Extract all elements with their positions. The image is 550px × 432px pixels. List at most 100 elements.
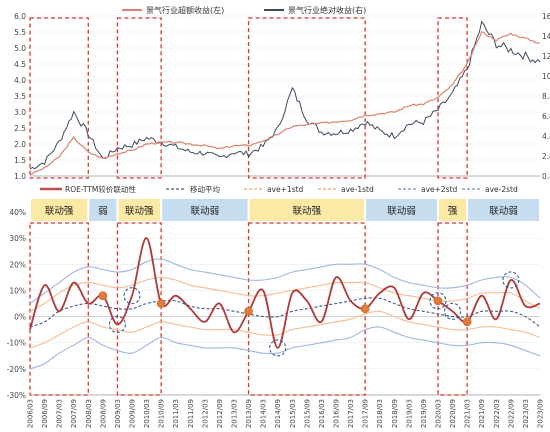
bottom-x-tick-label: 2016/09 (333, 399, 341, 428)
legend-label-excess: 景气行业超额收益(左) (146, 5, 224, 15)
bottom-y-tick-label: 30% (9, 234, 26, 243)
top-right-tick-label: 14.8 (542, 32, 550, 41)
top-right-tick-label: 2.8 (542, 152, 550, 161)
regime-band (366, 199, 437, 221)
top-legend: 景气行业超额收益(左) 景气行业绝对收益(右) (122, 5, 366, 15)
bottom-x-tick-label: 2021/03 (464, 399, 472, 428)
bottom-x-tick-label: 2007/09 (70, 399, 78, 428)
bottom-x-tick-label: 2013/09 (245, 399, 253, 428)
circled-extreme-point (429, 292, 447, 310)
legend-label-roe: ROE-TTM较价联动性 (65, 184, 136, 194)
regime-band (439, 199, 467, 221)
regime-label: 联动强 (125, 206, 154, 217)
regime-label: 联动强 (45, 206, 74, 217)
bottom-x-tick-label: 2014/09 (274, 399, 282, 428)
top-right-tick-label: 6.8 (542, 112, 550, 121)
bottom-highlight-box (29, 222, 89, 396)
bottom-x-tick-label: 2009/09 (129, 399, 137, 428)
bottom-x-tick-label: 2020/09 (449, 399, 457, 428)
top-highlight-box (247, 17, 366, 179)
top-left-tick-label: 2.0 (14, 140, 26, 149)
regime-band (31, 199, 88, 221)
bottom-x-tick-label: 2023/09 (537, 399, 545, 428)
bottom-x-tick-label: 2012/03 (201, 399, 209, 428)
bottom-x-tick-label: 2013/03 (231, 399, 239, 428)
top-left-tick-label: 5.0 (14, 44, 26, 53)
series-roe-ttm (29, 237, 541, 349)
bottom-highlight-box (116, 222, 162, 396)
bottom-chart: 联动强 弱 联动强 联动弱 联动强 联动弱 强 联动弱 40% 30% 20% 10% 0% -10% -… (7, 199, 545, 428)
series-ave-minus-2std (29, 326, 541, 370)
bottom-x-tick-label: 2011/09 (187, 399, 195, 428)
bottom-x-tick-label: 2016/03 (318, 399, 326, 428)
regime-band (162, 199, 248, 221)
bottom-x-tick-label: 2020/03 (435, 399, 443, 428)
top-left-tick-label: 6.0 (14, 12, 26, 21)
circled-extreme-point (108, 315, 126, 333)
bottom-markers (98, 271, 520, 357)
turning-point-marker (433, 296, 443, 306)
top-left-tick-label: 2.5 (14, 124, 26, 133)
regime-band (89, 199, 117, 221)
bottom-x-tick-label: 2011/03 (172, 399, 180, 428)
bottom-x-tick-label: 2006/03 (27, 399, 35, 428)
top-grid (30, 15, 540, 177)
regime-band (118, 199, 161, 221)
bottom-x-tick-label: 2017/03 (347, 399, 355, 428)
bottom-highlight-box (437, 222, 468, 396)
top-left-tick-label: 3.0 (14, 108, 26, 117)
series-absolute-return (29, 20, 541, 170)
bottom-x-tick-label: 2015/09 (303, 399, 311, 428)
circled-extreme-point (444, 302, 462, 320)
bottom-y-tick-label: 0% (14, 313, 26, 322)
bottom-x-tick-label: 2007/03 (56, 399, 64, 428)
bottom-x-tick-label: 2008/09 (99, 399, 107, 428)
top-left-tick-label: 4.0 (14, 76, 26, 85)
turning-point-marker (156, 299, 166, 308)
top-left-tick-label: 3.5 (14, 92, 26, 101)
bottom-y-tick-label: 10% (9, 286, 26, 295)
bottom-x-tick-label: 2009/03 (114, 399, 122, 428)
bottom-y-tick-label: -30% (7, 391, 26, 400)
bottom-x-tick-label: 2018/03 (376, 399, 384, 428)
legend-label-minus1: ave-1std (341, 185, 374, 194)
legend-label-absolute: 景气行业绝对收益(右) (288, 5, 366, 15)
bottom-x-tick-label: 2014/03 (260, 399, 268, 428)
series-excess-return (29, 31, 541, 176)
top-left-tick-label: 1.0 (14, 172, 26, 181)
regime-band (468, 199, 539, 221)
legend-label-plus1: ave+1std (267, 185, 304, 194)
top-right-tick-label: 4.8 (542, 132, 550, 141)
circled-extreme-point (502, 271, 520, 289)
bottom-x-tick-label: 2010/09 (158, 399, 166, 428)
bottom-x-tick-label: 2006/09 (41, 399, 49, 428)
bottom-x-tick-label: 2019/09 (420, 399, 428, 428)
legend-label-minus2: ave-2std (485, 185, 518, 194)
series-ave-minus-1std (29, 310, 541, 349)
regime-label: 联动弱 (387, 206, 416, 217)
bottom-lines (29, 237, 541, 370)
top-left-tick-label: 5.5 (14, 28, 26, 37)
top-highlight-box (116, 17, 162, 179)
top-lines (29, 20, 541, 176)
legend-label-plus2: ave+2std (421, 185, 458, 194)
top-left-tick-label: 1.5 (14, 156, 26, 165)
top-chart: 1.0 1.5 2.0 2.5 3.0 3.5 4.0 4.5 5.0 5.5 6.0 0.8 2.8 4… (14, 5, 550, 181)
regime-bands: 联动强 弱 联动强 联动弱 联动强 联动弱 强 联动弱 (31, 199, 539, 221)
top-highlight-box (437, 17, 468, 179)
bottom-x-tick-label: 2008/03 (85, 399, 93, 428)
top-right-tick-label: 0.8 (542, 172, 550, 181)
regime-band (249, 199, 365, 221)
turning-point-marker (360, 304, 370, 314)
top-right-tick-label: 10.8 (542, 72, 550, 81)
bottom-x-tick-label: 2019/03 (405, 399, 413, 428)
bottom-x-tick-label: 2017/09 (362, 399, 370, 428)
bottom-y-tick-label: -20% (7, 365, 26, 374)
bottom-x-tick-label: 2012/09 (216, 399, 224, 428)
bottom-x-tick-label: 2018/09 (391, 399, 399, 428)
top-left-tick-label: 4.5 (14, 60, 26, 69)
top-highlight-box (29, 17, 89, 179)
top-right-tick-label: 8.8 (542, 92, 550, 101)
turning-point-marker (462, 317, 472, 327)
series-moving-average (29, 297, 541, 328)
